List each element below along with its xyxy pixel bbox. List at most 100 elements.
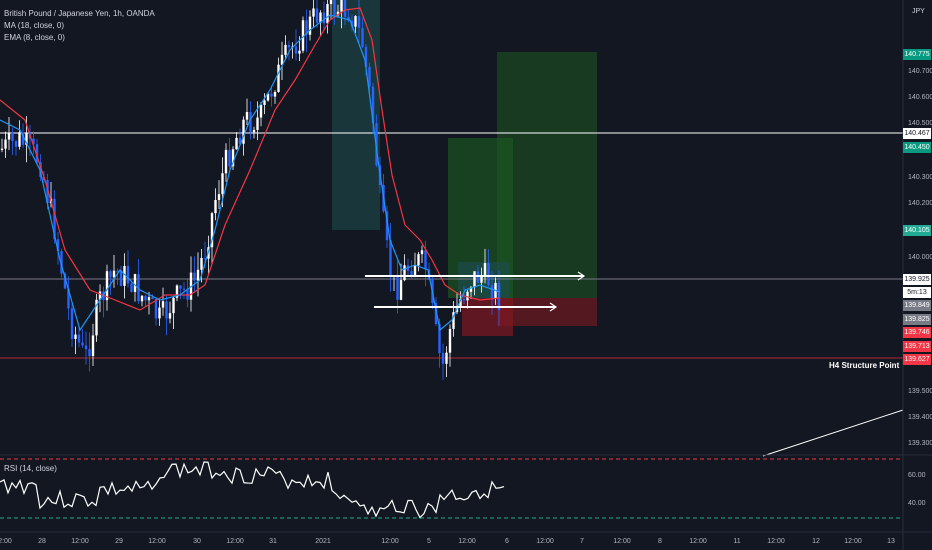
price-tick: 140.200 [908, 200, 932, 207]
candle-body [35, 144, 39, 163]
time-tick: 12:00 [458, 538, 476, 545]
candle-body [403, 265, 406, 281]
candle-body [84, 345, 88, 350]
time-tick: 30 [193, 538, 201, 545]
candle-body [221, 173, 224, 195]
candle-body [161, 301, 165, 308]
candle-body [235, 137, 238, 150]
candle-body [301, 20, 305, 51]
candle-body [389, 240, 392, 276]
candle-body [326, 4, 329, 24]
candle-body [147, 297, 151, 301]
ema-legend[interactable]: EMA (8, close, 0) [4, 33, 65, 42]
candle-body [298, 50, 301, 54]
candle-body [315, 8, 319, 23]
candle-body [200, 257, 203, 270]
candle-body [123, 265, 126, 286]
candle-body [46, 180, 49, 204]
candle-body [217, 194, 221, 200]
candle-body [284, 44, 287, 55]
price-tick: 140.500 [908, 120, 932, 127]
candle-body [0, 148, 4, 150]
price-label: 139.713 [903, 341, 931, 352]
candle-body [259, 104, 263, 118]
price-tick: 139.500 [908, 388, 932, 395]
candle-body [18, 132, 21, 147]
candle-body [193, 272, 196, 281]
candle-body [32, 138, 35, 145]
candle-body [280, 54, 284, 65]
candle-body [417, 254, 420, 266]
ma-legend[interactable]: MA (18, close, 0) [4, 21, 65, 30]
candle-body [112, 270, 116, 278]
candle-body [70, 308, 74, 339]
candle-body [354, 16, 357, 27]
candle-body [497, 282, 501, 311]
rsi-tick: 40.00 [908, 500, 926, 507]
candle-body [340, 0, 343, 12]
time-tick: 12:00 [536, 538, 554, 545]
time-tick: 2:00 [0, 538, 12, 545]
candle-body [312, 8, 315, 17]
time-tick: 12:00 [226, 538, 244, 545]
candle-body [182, 288, 186, 290]
candle-body [210, 213, 214, 248]
time-tick: 12:00 [689, 538, 707, 545]
time-tick: 12:00 [148, 538, 166, 545]
rsi-legend[interactable]: RSI (14, close) [4, 464, 57, 473]
candle-body [263, 100, 266, 105]
candle-body [361, 27, 364, 47]
candle-body [368, 66, 371, 87]
candle-body [319, 12, 322, 23]
candle-body [175, 285, 179, 298]
candle-body [455, 307, 459, 313]
candle-body [95, 299, 98, 336]
candle-body [154, 299, 158, 319]
candle-body [277, 64, 280, 93]
candle-body [25, 133, 28, 145]
candle-body [357, 16, 361, 28]
long-zone-2 [497, 52, 597, 298]
candle-body [438, 324, 441, 354]
candle-body [420, 250, 424, 255]
price-tick: 140.300 [908, 174, 932, 181]
candle-body [294, 46, 298, 54]
candle-body [441, 353, 445, 364]
price-tick: 140.600 [908, 94, 932, 101]
time-tick: 12:00 [767, 538, 785, 545]
candle-body [228, 149, 231, 167]
candle-body [256, 117, 259, 130]
candle-body [413, 265, 417, 277]
candle-body [343, 0, 347, 17]
time-tick: 11 [733, 538, 741, 545]
candle-body [410, 270, 413, 277]
time-tick: 2021 [315, 538, 331, 545]
ema-line [0, 14, 501, 332]
price-label: 139.825 [903, 314, 931, 325]
candle-body [109, 271, 112, 278]
price-label: 139.746 [903, 327, 931, 338]
candle-body [21, 132, 25, 145]
price-label: 139.627 [903, 354, 931, 365]
candle-body [333, 0, 336, 16]
candle-body [238, 137, 242, 144]
symbol-legend[interactable]: British Pound / Japanese Yen, 1h, OANDA [4, 9, 155, 18]
candle-body [168, 313, 172, 319]
candle-body [462, 298, 466, 301]
candle-body [91, 335, 95, 357]
price-label: 5m:13 [903, 287, 931, 298]
candle-body [473, 271, 476, 288]
candle-body [119, 270, 123, 286]
currency-label: JPY [912, 8, 925, 15]
structure-annotation[interactable]: H4 Structure Point [829, 361, 900, 370]
candle-body [469, 287, 473, 292]
candle-body [364, 46, 368, 67]
price-label: 139.925 [903, 274, 931, 285]
candle-body [476, 271, 480, 283]
candle-body [140, 295, 144, 302]
candle-body [133, 274, 137, 292]
rsi-line [0, 461, 505, 519]
candle-body [434, 303, 438, 325]
time-tick: 13 [887, 538, 895, 545]
